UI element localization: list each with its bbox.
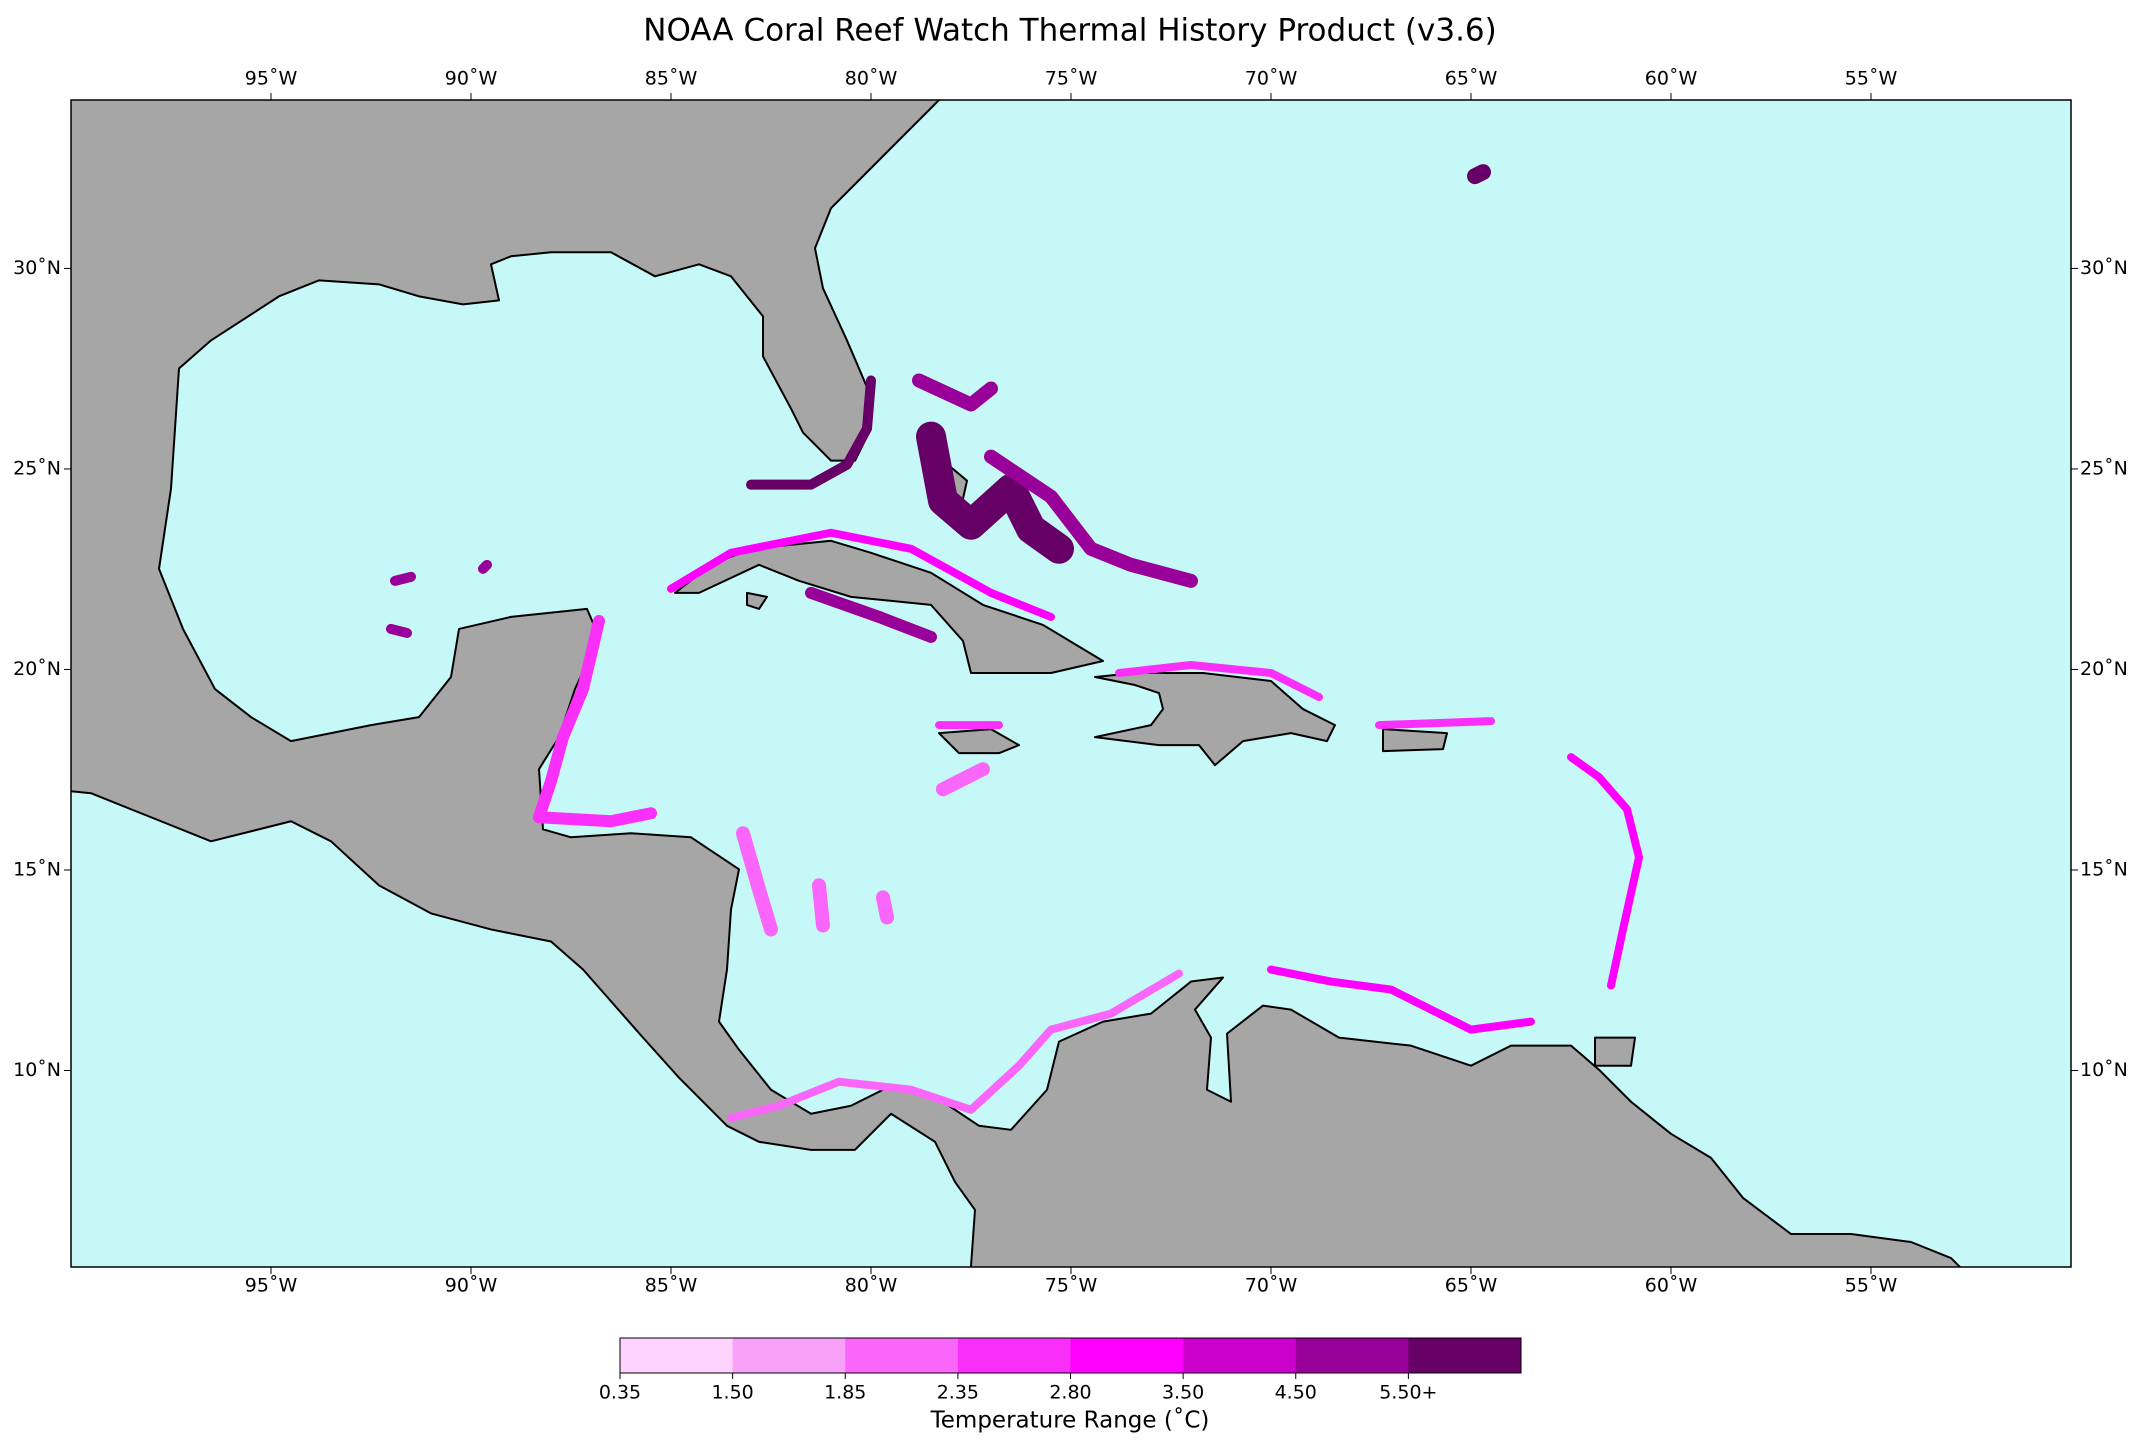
colorbar-tick-label: 5.50+ [1379,1382,1437,1404]
x-tick-label-bottom: 80˚W [845,1275,898,1297]
x-tick-label-top: 85˚W [645,68,698,90]
x-tick-label-top: 65˚W [1445,68,1498,90]
land-hispaniola [1095,673,1335,765]
x-tick-label-bottom: 60˚W [1645,1275,1698,1297]
x-tick-label-bottom: 70˚W [1245,1275,1298,1297]
x-tick-label-bottom: 65˚W [1445,1275,1498,1297]
colorbar-tick-label: 1.50 [711,1382,753,1404]
colorbar-tick-label: 4.50 [1275,1382,1317,1404]
x-tick-label-bottom: 85˚W [645,1275,698,1297]
colorbar-segment [845,1338,959,1373]
reef-hispaniola [939,665,1491,725]
x-tick-label-top: 75˚W [1045,68,1098,90]
y-tick-label-left: 20˚N [13,658,61,680]
colorbar-segment [1408,1338,1522,1373]
x-tick-label-bottom: 95˚W [245,1275,298,1297]
reef-belize [539,621,651,821]
map-layer [71,100,1963,1267]
colorbar-tick-label: 2.80 [1049,1382,1091,1404]
x-tick-label-top: 95˚W [245,68,298,90]
y-tick-label-left: 10˚N [13,1059,61,1081]
colorbar-tick-label: 1.85 [824,1382,866,1404]
colorbar-tick-label: 3.50 [1162,1382,1204,1404]
colorbar-tick-label: 0.35 [599,1382,641,1404]
y-tick-label-left: 30˚N [13,257,61,279]
colorbar-tick-label: 2.35 [937,1382,979,1404]
y-tick-label-right: 30˚N [2080,257,2128,279]
y-tick-label-left: 15˚N [13,858,61,880]
reef-gulf-banks [391,565,487,633]
x-tick-label-bottom: 90˚W [445,1275,498,1297]
reef-bahamas [931,437,1059,549]
reef-venezuela [1271,757,1639,1029]
x-tick-label-top: 60˚W [1645,68,1698,90]
colorbar-label: Temperature Range (˚C) [930,1407,1210,1434]
colorbar-segment [957,1338,1071,1373]
reef-bermuda [1475,172,1483,176]
colorbar-segment [732,1338,846,1373]
reef-cuba-north [671,533,1051,617]
x-tick-label-top: 80˚W [845,68,898,90]
colorbar-segment [1183,1338,1297,1373]
land-jamaica [939,729,1019,753]
y-tick-label-left: 25˚N [13,457,61,479]
y-tick-label-right: 15˚N [2080,858,2128,880]
land-cuba [675,541,1103,673]
x-tick-label-top: 55˚W [1845,68,1898,90]
reef-bahamas-outer [919,380,1191,580]
x-tick-label-top: 70˚W [1245,68,1298,90]
land-puerto-rico [1383,729,1447,751]
x-tick-label-bottom: 55˚W [1845,1275,1898,1297]
colorbar-segment [620,1338,734,1373]
land-trinidad [1595,1038,1635,1066]
reef-nicaragua-rise [743,769,983,929]
y-tick-label-right: 20˚N [2080,658,2128,680]
reef-cuba-south [811,593,931,637]
reef-florida-keys [751,380,871,484]
colorbar-segment [1295,1338,1409,1373]
y-tick-label-right: 25˚N [2080,457,2128,479]
map-title: NOAA Coral Reef Watch Thermal History Pr… [643,13,1496,49]
colorbar-segment [1070,1338,1184,1373]
x-tick-label-top: 90˚W [445,68,498,90]
reef-panama [731,974,1179,1118]
land-isle-of-youth [747,593,767,609]
y-tick-label-right: 10˚N [2080,1059,2128,1081]
land-americas [71,100,1963,1267]
x-tick-label-bottom: 75˚W [1045,1275,1098,1297]
